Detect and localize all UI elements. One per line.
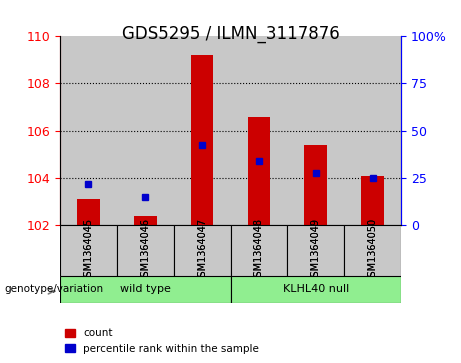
Text: GSM1364050: GSM1364050 <box>367 218 378 283</box>
Bar <box>361 176 384 225</box>
Bar <box>287 36 344 225</box>
Text: GSM1364048: GSM1364048 <box>254 218 264 283</box>
FancyBboxPatch shape <box>287 225 344 276</box>
Text: GSM1364049: GSM1364049 <box>311 218 321 283</box>
Bar <box>134 216 157 225</box>
FancyBboxPatch shape <box>344 225 401 276</box>
Text: KLHL40 null: KLHL40 null <box>283 285 349 294</box>
Text: GSM1364045: GSM1364045 <box>83 218 94 283</box>
Text: GSM1364045: GSM1364045 <box>83 218 94 283</box>
Text: GSM1364049: GSM1364049 <box>311 218 321 283</box>
Text: GDS5295 / ILMN_3117876: GDS5295 / ILMN_3117876 <box>122 25 339 44</box>
Text: GSM1364050: GSM1364050 <box>367 218 378 283</box>
Bar <box>77 199 100 225</box>
FancyBboxPatch shape <box>174 225 230 276</box>
Bar <box>191 55 213 225</box>
Bar <box>117 36 174 225</box>
FancyBboxPatch shape <box>60 276 230 303</box>
FancyBboxPatch shape <box>60 225 117 276</box>
FancyBboxPatch shape <box>230 276 401 303</box>
Bar <box>248 117 270 225</box>
FancyBboxPatch shape <box>230 225 287 276</box>
Text: wild type: wild type <box>120 285 171 294</box>
Text: GSM1364047: GSM1364047 <box>197 218 207 283</box>
FancyBboxPatch shape <box>117 225 174 276</box>
Text: genotype/variation: genotype/variation <box>5 284 104 294</box>
Bar <box>344 36 401 225</box>
Text: GSM1364046: GSM1364046 <box>140 218 150 283</box>
Legend: count, percentile rank within the sample: count, percentile rank within the sample <box>60 324 264 358</box>
Text: GSM1364046: GSM1364046 <box>140 218 150 283</box>
Text: GSM1364048: GSM1364048 <box>254 218 264 283</box>
Bar <box>60 36 117 225</box>
Text: GSM1364047: GSM1364047 <box>197 218 207 283</box>
Bar <box>304 145 327 225</box>
Bar <box>174 36 230 225</box>
Bar <box>230 36 287 225</box>
